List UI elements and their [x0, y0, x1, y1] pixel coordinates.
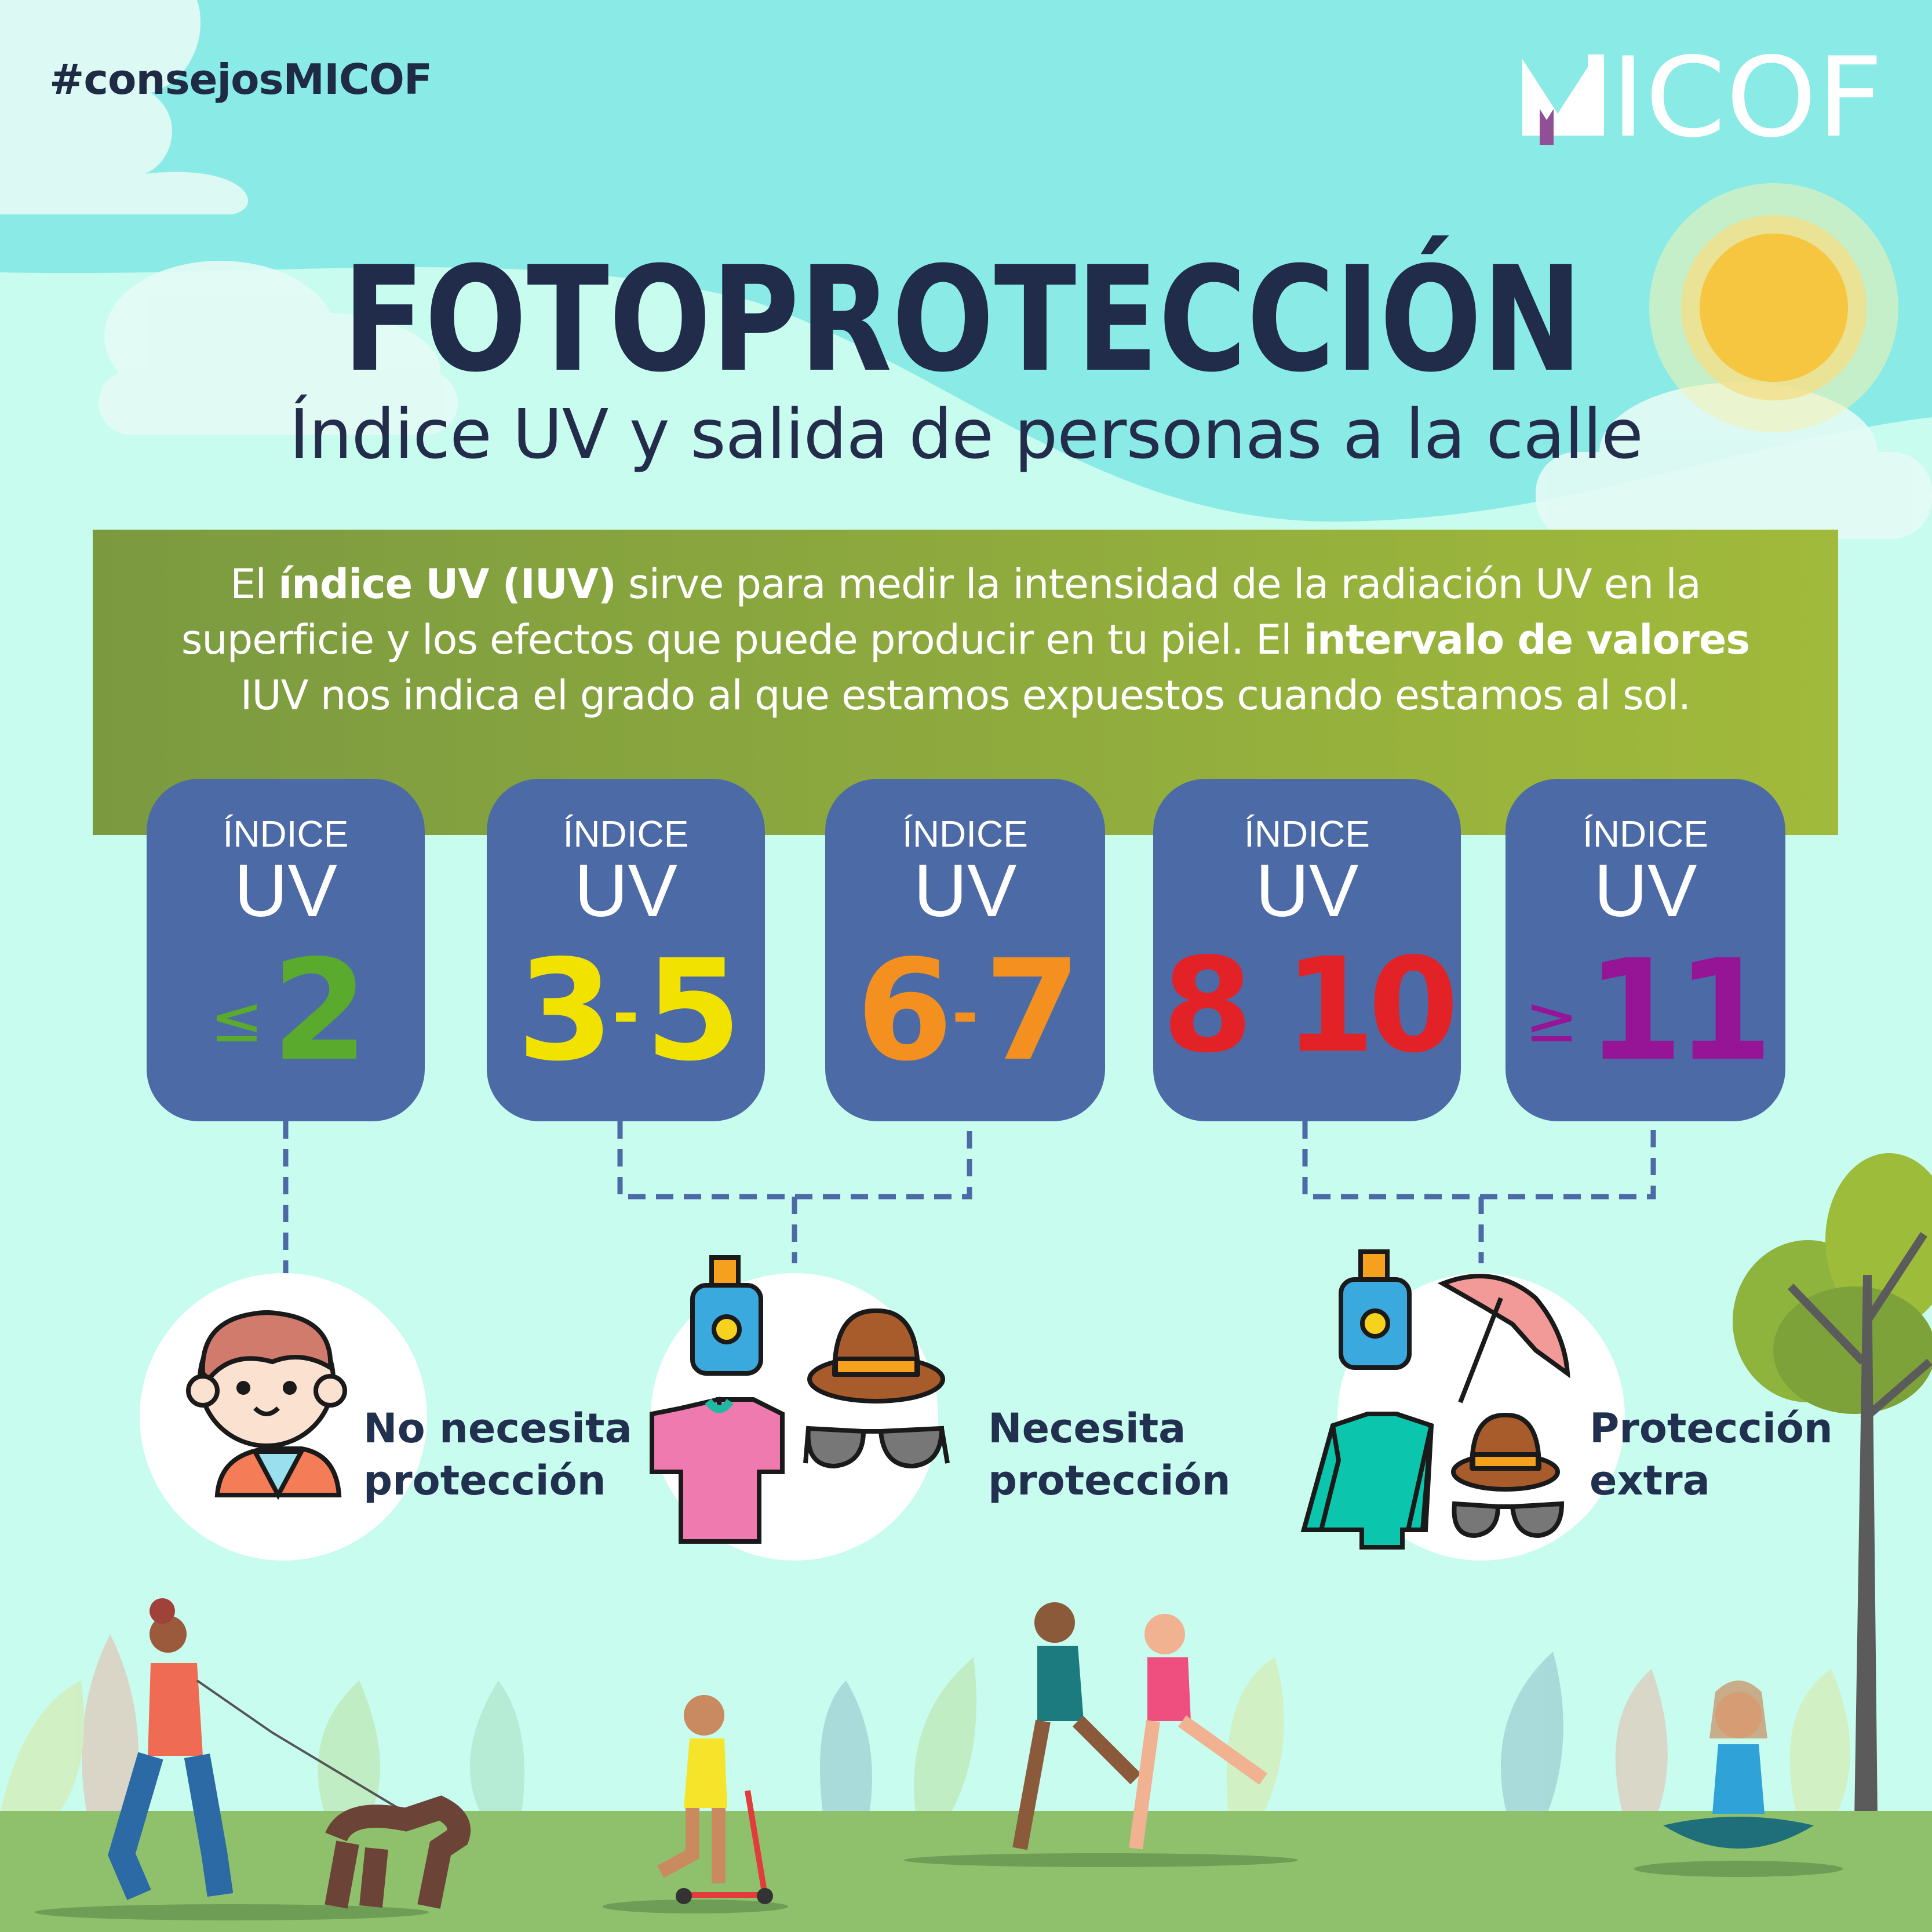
- uv-value-from: 6: [856, 929, 953, 1092]
- intro-bold-term: índice UV (IUV): [278, 560, 617, 608]
- uv-box-label: ÍNDICE: [902, 813, 1028, 855]
- intro-text-part: superficie y los efectos que puede produ…: [181, 616, 1304, 664]
- uv-box-label: UV: [1255, 850, 1359, 932]
- runners-illustration: [904, 1602, 1298, 1867]
- umbrella-icon: [1437, 1274, 1570, 1404]
- label-line: protección: [988, 1457, 1231, 1504]
- range-separator: -: [952, 976, 979, 1051]
- meditating-woman-illustration: [1634, 1681, 1843, 1877]
- intro-line-1: El índice UV (IUV) sirve para medir la i…: [93, 556, 1838, 612]
- hat-icon: [807, 1308, 945, 1404]
- uv-box-label: ÍNDICE: [1583, 813, 1708, 855]
- sunscreen-icon: [1339, 1249, 1412, 1370]
- tshirt-icon: [650, 1397, 785, 1544]
- page-subtitle: Índice UV y salida de personas a la call…: [289, 394, 1643, 474]
- uv-range: 6-7: [825, 941, 1105, 1080]
- uv-box-label: ÍNDICE: [563, 813, 689, 855]
- uv-box-very-high: ÍNDICE UV 8 10: [1153, 779, 1461, 1121]
- range-separator: -: [613, 976, 639, 1051]
- uv-box-moderate: ÍNDICE UV 3-5: [487, 779, 765, 1121]
- intro-bold-term: intervalo de valores: [1303, 616, 1750, 664]
- uv-box-label: ÍNDICE: [223, 813, 349, 855]
- intro-line-2: superficie y los efectos que puede produ…: [93, 612, 1838, 668]
- uv-value-from: 3: [517, 929, 614, 1092]
- label-line: Necesita: [988, 1405, 1186, 1452]
- sunscreen-icon: [690, 1255, 763, 1376]
- boy-face-icon: [186, 1310, 347, 1500]
- woman-walking-dog-illustration: [35, 1598, 471, 1920]
- label-protection: Necesita protección: [988, 1402, 1231, 1507]
- uv-box-label: ÍNDICE: [1244, 813, 1370, 855]
- sun-icon: [1649, 183, 1898, 432]
- intro-text: El índice UV (IUV) sirve para medir la i…: [93, 556, 1838, 723]
- label-extra-protection: Protección extra: [1590, 1402, 1833, 1507]
- label-line: No necesita: [363, 1405, 632, 1452]
- label-line: protección: [363, 1457, 606, 1504]
- uv-value-from: 8: [1162, 930, 1253, 1082]
- uv-range: 3-5: [487, 941, 765, 1080]
- child-scooter-illustration: [603, 1695, 788, 1913]
- uv-value-to: 5: [644, 929, 742, 1092]
- sunglasses-icon: [803, 1426, 950, 1469]
- intro-text-part: sirve para medir la intensidad de la rad…: [615, 560, 1701, 608]
- uv-box-low: ÍNDICE UV ≤2: [147, 779, 425, 1121]
- connector-lines: [283, 1121, 1656, 1275]
- uv-range: 8 10: [1153, 941, 1461, 1071]
- uv-box-high: ÍNDICE UV 6-7: [825, 779, 1105, 1121]
- greater-equal-symbol: ≥: [1525, 982, 1579, 1056]
- uv-value-to: 7: [984, 929, 1081, 1092]
- uv-box-label: UV: [234, 850, 337, 932]
- micof-logo: [1522, 54, 1604, 145]
- long-sleeve-shirt-icon: [1300, 1412, 1434, 1550]
- page-title: FOTOPROTECCIÓN: [342, 235, 1583, 404]
- foliage-decoration: [0, 1634, 1850, 1814]
- hat-icon: [1451, 1412, 1560, 1492]
- range-separator: [1246, 930, 1284, 1082]
- uv-range: ≥11: [1505, 941, 1785, 1080]
- uv-box-label: UV: [574, 850, 677, 932]
- uv-value: 11: [1586, 929, 1773, 1092]
- uv-value: 2: [271, 929, 369, 1092]
- hashtag: #consejosMICOF: [49, 55, 432, 104]
- uv-box-label: UV: [913, 850, 1017, 932]
- intro-line-3: IUV nos indica el grado al que estamos e…: [240, 672, 1691, 719]
- uv-value-to: 10: [1284, 930, 1459, 1082]
- label-no-protection: No necesita protección: [363, 1402, 632, 1507]
- tree-illustration: [1733, 1153, 1932, 1820]
- intro-text-part: El: [230, 560, 279, 608]
- label-line: Protección: [1590, 1405, 1833, 1452]
- uv-box-label: UV: [1594, 850, 1697, 932]
- uv-box-extreme: ÍNDICE UV ≥11: [1505, 779, 1785, 1121]
- uv-range: ≤2: [147, 941, 425, 1080]
- sunglasses-icon: [1452, 1501, 1565, 1539]
- label-line: extra: [1590, 1457, 1710, 1504]
- logo-text: ICOF: [1611, 34, 1883, 162]
- less-equal-symbol: ≤: [210, 982, 264, 1056]
